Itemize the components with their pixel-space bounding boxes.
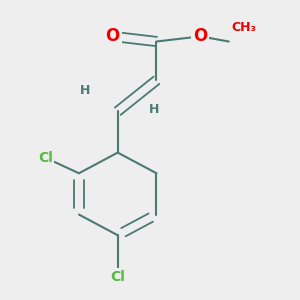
Text: CH₃: CH₃ bbox=[231, 21, 256, 34]
Text: O: O bbox=[193, 27, 208, 45]
Text: Cl: Cl bbox=[110, 270, 125, 283]
Text: Cl: Cl bbox=[38, 151, 53, 165]
Text: H: H bbox=[149, 103, 159, 116]
Text: H: H bbox=[80, 84, 91, 97]
Text: O: O bbox=[105, 27, 120, 45]
